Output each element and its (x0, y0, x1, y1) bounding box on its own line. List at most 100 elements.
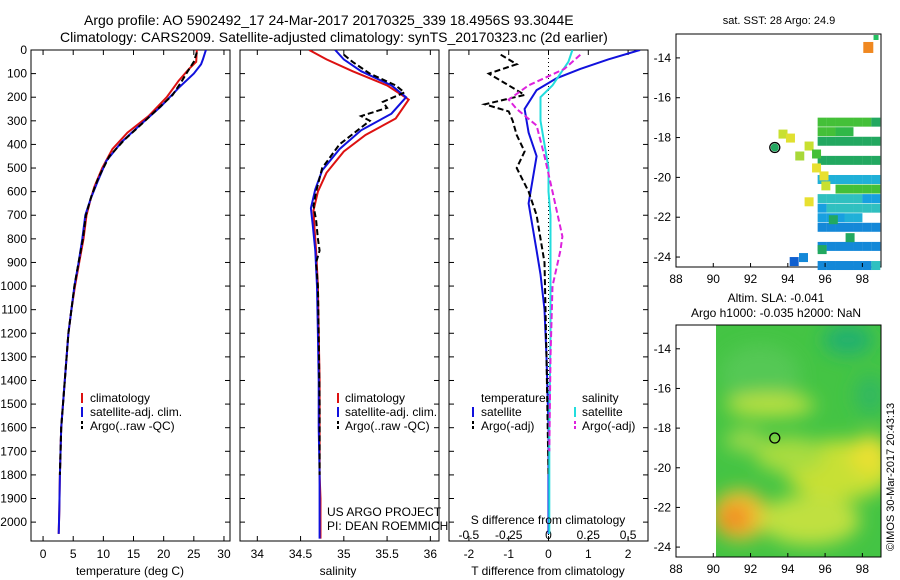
y-tick-label: 600 (7, 185, 27, 199)
sst-map-cells (770, 34, 881, 271)
map-x-tick-label: 88 (669, 562, 683, 576)
map-y-tick-label: -24 (654, 250, 672, 264)
sst-cell (844, 213, 854, 223)
sst-cell (862, 136, 872, 146)
difference-xlabel-top: S difference from climatology (471, 513, 626, 527)
sst-cell (835, 136, 845, 146)
temperature-plot-frame (30, 49, 231, 542)
sst-cell (844, 241, 854, 251)
sst-cell (826, 136, 836, 146)
temperature-legend: climatology satellite-adj. clim. Argo(..… (81, 391, 182, 433)
y-tick-label: 200 (7, 90, 27, 104)
argo-position-marker (769, 141, 781, 154)
sla-map-frame (675, 324, 882, 558)
y-tick-label: 900 (7, 255, 27, 269)
sst-cell (835, 222, 845, 232)
x-top-tick-label: 0.5 (620, 528, 637, 542)
y-tick-label: 1900 (0, 492, 27, 506)
sst-cell (853, 222, 863, 232)
difference-legend: temperature salinity satellite Argo(-adj… (472, 391, 635, 433)
sst-cell (853, 136, 863, 146)
sst-cell (853, 203, 863, 213)
sst-cell (835, 155, 845, 165)
curves-layer (57, 50, 641, 539)
title-line-1: Argo profile: AO 5902492_17 24-Mar-2017 … (84, 12, 574, 28)
sst-cell (817, 222, 827, 232)
legend-satellite: satellite-adj. clim. (345, 405, 437, 419)
series-group (57, 50, 207, 534)
imos-stamp: ©IMOS 30-Mar-2017 20:43:13 (885, 403, 897, 551)
sst-cell (835, 203, 845, 213)
pi-annotation: PI: DEAN ROEMMICH (327, 519, 448, 533)
x-tick-label: 35 (337, 547, 351, 561)
y-tick-label: 800 (7, 232, 27, 246)
y-tick-label: 2000 (0, 515, 27, 529)
x-tick-label: 34.5 (289, 547, 313, 561)
sst-cell (863, 41, 874, 53)
map-x-tick-label: 90 (707, 272, 721, 286)
sst-cell (835, 127, 845, 137)
legend-climatology: climatology (90, 391, 150, 405)
y-tick-label: 400 (7, 137, 27, 151)
sst-cell (871, 117, 881, 127)
map-y-tick-label: -16 (654, 91, 672, 105)
y-tick-label: 1500 (0, 397, 27, 411)
sst-cell (862, 184, 872, 194)
argo-position-marker (769, 432, 781, 444)
sst-cell (835, 241, 845, 251)
y-tick-label: 1800 (0, 468, 27, 482)
sst-cell (785, 133, 795, 143)
legend-s-argo: Argo(-adj) (582, 419, 635, 433)
legend-t-argo: Argo(-adj) (481, 419, 534, 433)
map-y-tick-label: -20 (654, 461, 672, 475)
sst-cell (844, 184, 854, 194)
map-y-tick-label: -16 (654, 381, 672, 395)
sst-cell (826, 222, 836, 232)
map-x-tick-label: 96 (818, 272, 832, 286)
sst-cell (804, 141, 814, 151)
sst-cell (817, 261, 827, 271)
legend-climatology: climatology (345, 391, 405, 405)
y-tick-label: 1200 (0, 326, 27, 340)
sst-cell (826, 174, 836, 184)
sst-cell (844, 136, 854, 146)
x-top-tick-label: 0.25 (577, 528, 601, 542)
sst-cell (789, 257, 799, 267)
series-line (480, 53, 550, 475)
sst-cell (862, 222, 872, 232)
map-y-tick-label: -20 (654, 170, 672, 184)
x-tick-label: 10 (97, 547, 111, 561)
map-y-tick-label: -24 (654, 540, 672, 554)
sst-cell (862, 261, 872, 271)
sst-cell (862, 241, 872, 251)
sst-cell (817, 213, 827, 223)
x-tick-label: 0 (40, 547, 47, 561)
series-line (312, 53, 407, 475)
sst-cell (853, 213, 863, 223)
sst-cell (826, 117, 836, 127)
project-annotation: US ARGO PROJECT (327, 505, 442, 519)
axes-layer: 0 5 10 15 20 25 300100200300400500600700800900… (0, 43, 869, 576)
sst-cell (871, 155, 881, 165)
sst-cell (862, 155, 872, 165)
x-top-tick-label: -0.5 (459, 528, 480, 542)
sst-cell (844, 127, 854, 137)
map-y-tick-label: -18 (654, 131, 672, 145)
legend-argo: Argo(..raw -QC) (345, 419, 430, 433)
sst-cell (819, 171, 829, 181)
salinity-plot-frame (239, 49, 440, 542)
sst-cell (817, 127, 827, 137)
map-x-tick-label: 94 (781, 562, 795, 576)
legend-t-satellite: satellite (481, 405, 522, 419)
sst-cell (871, 261, 881, 271)
y-tick-label: 1300 (0, 350, 27, 364)
sst-cell (844, 155, 854, 165)
sst-cell (835, 213, 845, 223)
legend-satellite: satellite-adj. clim. (90, 405, 182, 419)
map-x-tick-label: 94 (781, 272, 795, 286)
x-tick-label: 0 (545, 547, 552, 561)
legend-header-salinity: salinity (582, 391, 619, 405)
legend-argo: Argo(..raw -QC) (90, 419, 175, 433)
sst-cell (844, 203, 854, 213)
